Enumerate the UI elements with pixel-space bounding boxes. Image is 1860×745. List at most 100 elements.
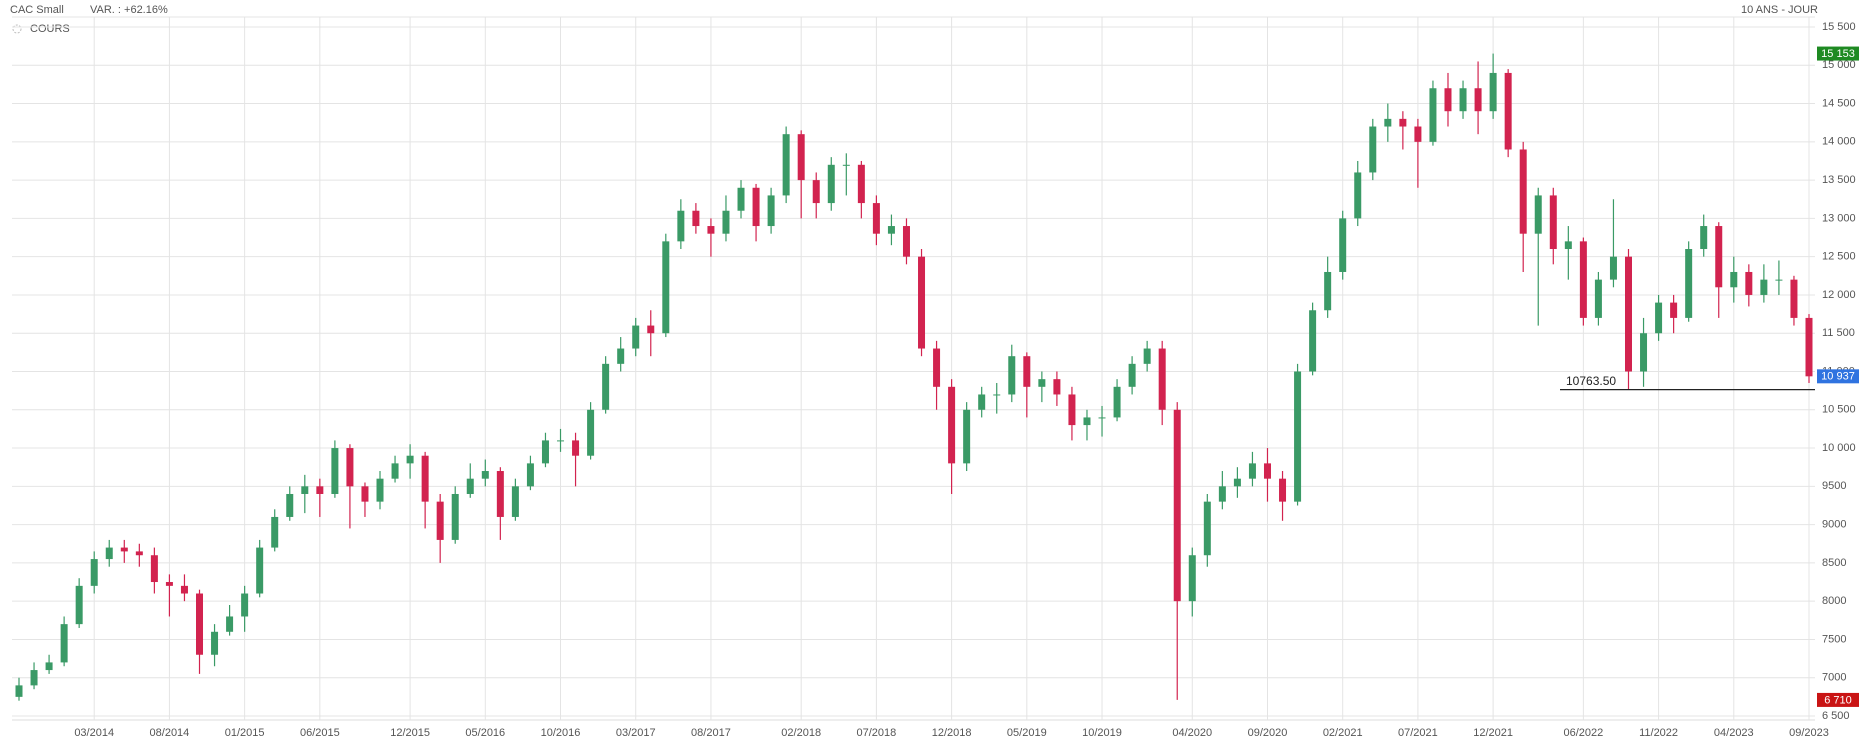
x-tick-label: 03/2017	[616, 727, 656, 739]
y-tick-label: 15 000	[1822, 59, 1856, 71]
candle-body	[1489, 72, 1497, 112]
candle-body	[797, 134, 805, 181]
y-tick-label: 8000	[1822, 595, 1846, 607]
price-tag-label: 6 710	[1824, 694, 1852, 706]
candle-body	[211, 631, 219, 655]
x-tick-label: 02/2018	[781, 727, 821, 739]
candle-body	[1008, 356, 1016, 395]
candle-body	[933, 348, 941, 387]
candle-body	[1113, 386, 1121, 418]
candle-body	[1384, 118, 1392, 127]
candle-body	[496, 471, 504, 517]
price-tag	[1817, 46, 1859, 61]
x-tick-label: 10/2019	[1082, 727, 1122, 739]
x-tick-label: 01/2015	[225, 727, 265, 739]
chart-title: CAC Small	[10, 4, 64, 16]
period: 10 ANS - JOUR	[1741, 4, 1818, 16]
candle-body	[511, 486, 519, 517]
candle-body	[1188, 555, 1196, 602]
candle-body	[1128, 363, 1136, 387]
candle-body	[376, 478, 384, 502]
x-tick-label: 06/2022	[1563, 727, 1603, 739]
candle-body	[256, 547, 264, 594]
candle-body	[135, 551, 143, 556]
candle-body	[1775, 279, 1783, 281]
y-tick-label: 11 500	[1822, 327, 1855, 339]
candle-body	[1564, 241, 1572, 250]
candle-body	[1685, 249, 1693, 318]
x-tick-label: 09/2023	[1789, 727, 1829, 739]
candle-body	[1655, 302, 1663, 334]
candle-body	[1158, 348, 1166, 410]
candle-body	[120, 547, 128, 552]
y-tick-label: 7000	[1822, 672, 1846, 684]
candle-body	[361, 486, 369, 502]
candle-body	[150, 555, 158, 583]
y-tick-label: 12 500	[1822, 251, 1856, 263]
y-tick-label: 15 500	[1822, 21, 1856, 33]
candle-body	[1414, 126, 1422, 142]
x-tick-label: 02/2021	[1323, 727, 1363, 739]
x-tick-label: 12/2021	[1473, 727, 1513, 739]
candle-body	[1309, 310, 1317, 372]
x-tick-label: 03/2014	[74, 727, 114, 739]
candle-body	[1444, 88, 1452, 112]
y-tick-label: 10 500	[1822, 404, 1856, 416]
candle-body	[1354, 172, 1362, 219]
candle-body	[617, 348, 625, 364]
candle-body	[301, 486, 309, 494]
candle-body	[1369, 126, 1377, 173]
candle-body	[752, 187, 760, 227]
candle-body	[1745, 271, 1753, 295]
candle-body	[271, 516, 279, 548]
candle-body	[647, 325, 655, 334]
candle-body	[60, 624, 68, 663]
candle-body	[1730, 271, 1738, 288]
variation: VAR. : +62.16%	[90, 4, 168, 16]
candle-body	[1233, 478, 1241, 487]
candle-body	[45, 662, 53, 671]
y-tick-label: 10 000	[1822, 442, 1856, 454]
candle-body	[1790, 279, 1798, 318]
candle-body	[963, 409, 971, 464]
candle-body	[812, 180, 820, 204]
candle-body	[632, 325, 640, 349]
candle-body	[346, 448, 354, 487]
candle-body	[572, 440, 580, 456]
candle-body	[1294, 371, 1302, 502]
candle-body	[1459, 88, 1467, 112]
candle-body	[1549, 195, 1557, 250]
y-tick-label: 6 500	[1822, 710, 1850, 722]
x-tick-label: 07/2021	[1398, 727, 1438, 739]
price-tag	[1817, 692, 1859, 707]
candle-body	[1324, 271, 1332, 311]
candle-body	[1068, 394, 1076, 426]
x-tick-label: 05/2019	[1007, 727, 1047, 739]
candle-body	[30, 670, 38, 686]
candle-body	[692, 210, 700, 227]
y-tick-label: 14 000	[1822, 136, 1856, 148]
candle-body	[1474, 88, 1482, 112]
candle-body	[1173, 409, 1181, 602]
x-tick-label: 06/2015	[300, 727, 340, 739]
x-tick-label: 08/2014	[150, 727, 190, 739]
candle-body	[436, 501, 444, 540]
y-tick-label: 9000	[1822, 519, 1846, 531]
candle-body	[15, 685, 23, 697]
candle-body	[872, 203, 880, 234]
candle-body	[707, 226, 715, 234]
x-tick-label: 11/2022	[1639, 727, 1678, 739]
candle-body	[842, 164, 850, 166]
candle-body	[331, 448, 339, 494]
candle-body	[1805, 317, 1813, 377]
candle-body	[1594, 279, 1602, 318]
candle-body	[1640, 333, 1648, 372]
x-tick-label: 12/2018	[932, 727, 972, 739]
candle-body	[180, 585, 188, 594]
x-tick-label: 07/2018	[857, 727, 897, 739]
candle-body	[1263, 463, 1271, 479]
y-tick-label: 13 500	[1822, 174, 1856, 186]
x-tick-label: 05/2016	[465, 727, 505, 739]
candle-body	[1429, 88, 1437, 142]
